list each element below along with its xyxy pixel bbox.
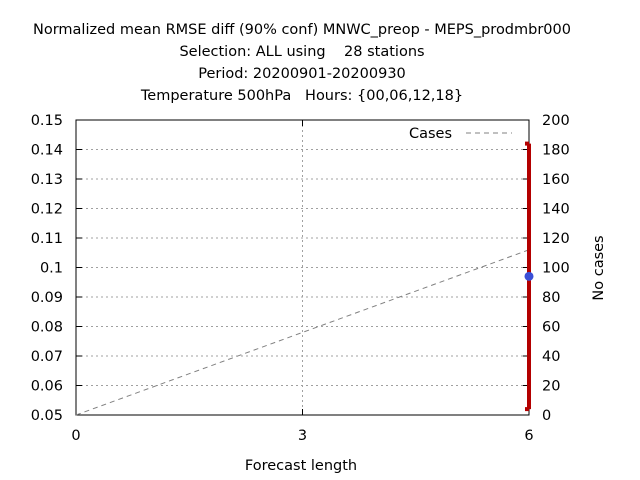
y2-tick-label: 180 xyxy=(542,143,570,159)
y-tick-label: 0.07 xyxy=(31,349,63,365)
data-point xyxy=(524,271,534,281)
y2-tick-label: 80 xyxy=(542,290,560,306)
y2-tick-label: 20 xyxy=(542,379,560,395)
y2-tick-label: 200 xyxy=(542,113,570,129)
y2-tick-label: 100 xyxy=(542,261,570,277)
legend-label-cases: Cases xyxy=(409,126,452,142)
x-tick-label: 0 xyxy=(71,428,80,444)
series-layer xyxy=(75,141,534,416)
y-tick-label: 0.1 xyxy=(40,261,63,277)
grid-layer xyxy=(76,120,529,415)
ticks-layer: 0.05 0.06 0.07 0.08 0.09 0.1 0.11 0.12 0.13 0.14 0… xyxy=(31,113,570,444)
title-line-1: Normalized mean RMSE diff (90% conf) MNW… xyxy=(33,22,571,38)
y2-tick-label: 160 xyxy=(542,172,570,188)
x-tick-label: 6 xyxy=(524,428,533,444)
x-axis-label: Forecast length xyxy=(245,458,357,474)
y2-tick-label: 60 xyxy=(542,320,560,336)
y2-tick-label: 120 xyxy=(542,231,570,247)
title-line-3: Period: 20200901-20200930 xyxy=(198,66,406,82)
y-tick-label: 0.06 xyxy=(31,379,63,395)
y2-axis-label: No cases xyxy=(591,235,607,300)
y-tick-label: 0.05 xyxy=(31,408,63,424)
y-tick-label: 0.11 xyxy=(31,231,63,247)
y2-tick-label: 140 xyxy=(542,202,570,218)
y-tick-label: 0.09 xyxy=(31,290,63,306)
y-tick-label: 0.13 xyxy=(31,172,63,188)
y-tick-label: 0.12 xyxy=(31,202,63,218)
y2-tick-label: 0 xyxy=(542,408,551,424)
y2-tick-label: 40 xyxy=(542,349,560,365)
legend: Cases xyxy=(409,126,512,142)
title-line-2: Selection: ALL using 28 stations xyxy=(179,44,425,60)
title-line-4: Temperature 500hPa Hours: {00,06,12,18} xyxy=(140,88,464,104)
y-tick-label: 0.14 xyxy=(31,143,63,159)
y-tick-label: 0.15 xyxy=(31,113,63,129)
x-tick-label: 3 xyxy=(298,428,307,444)
y-tick-label: 0.08 xyxy=(31,320,63,336)
chart-title: Normalized mean RMSE diff (90% conf) MNW… xyxy=(0,19,604,107)
